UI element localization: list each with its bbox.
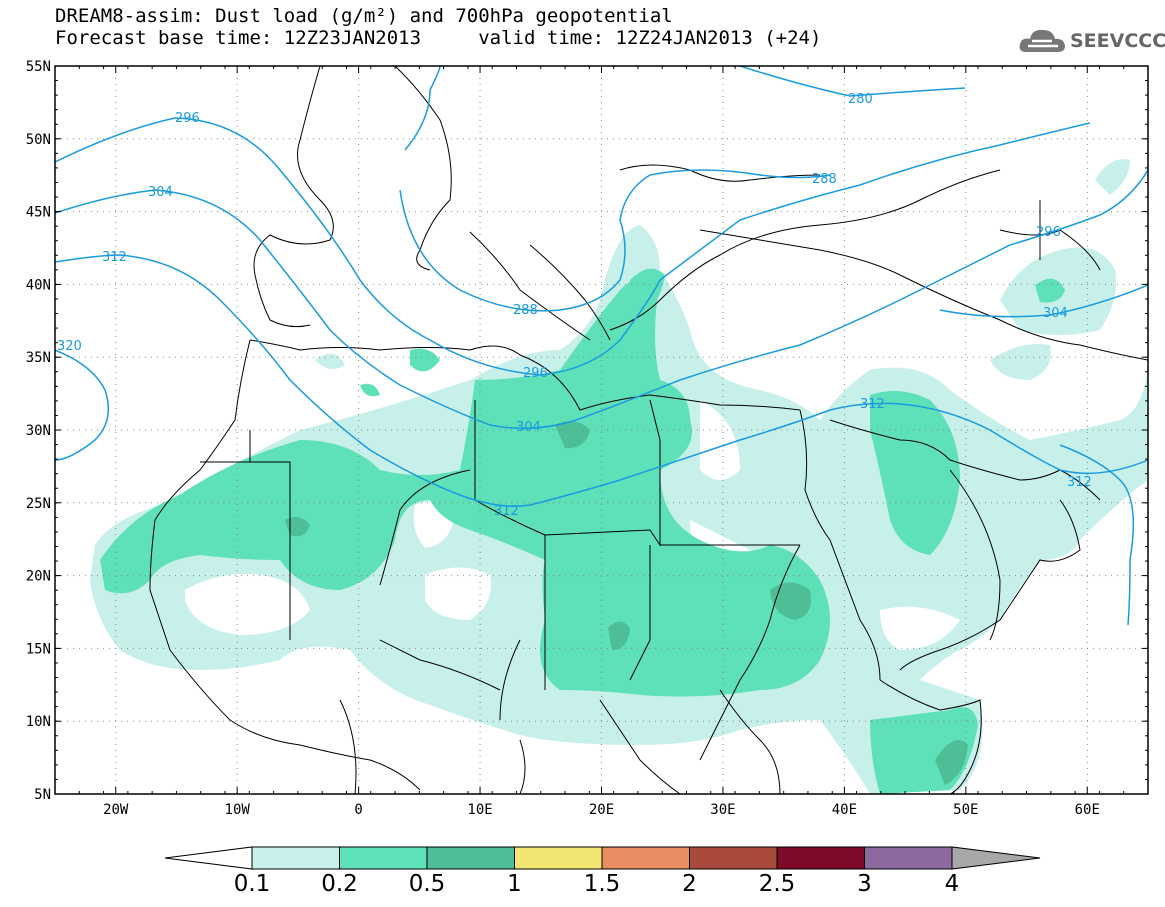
colorbar: 0.1 0.2 0.5 1 1.5 2 2.5 3 4	[164, 846, 1041, 897]
colorbar-swatch	[776, 846, 865, 870]
lat-label: 15N	[26, 641, 51, 657]
colorbar-label: 4	[945, 871, 960, 897]
lon-label: 40E	[832, 802, 857, 818]
colorbar-label: 2	[682, 871, 697, 897]
contour-labels: 280 288 288 296 296 296 304 304 304 312 …	[57, 92, 1092, 519]
cloud-icon	[1019, 29, 1065, 52]
lon-label: 0	[354, 802, 362, 818]
colorbar-label: 3	[857, 871, 872, 897]
contour-label: 312	[494, 504, 519, 519]
colorbar-label: 2.5	[759, 871, 796, 897]
lon-label: 10E	[467, 802, 492, 818]
lat-label: 30N	[26, 423, 51, 439]
lat-label: 45N	[26, 205, 51, 221]
lon-label: 10W	[225, 802, 251, 818]
dust-level-0.2	[100, 268, 1065, 794]
colorbar-swatch	[339, 846, 428, 870]
colorbar-label: 1	[507, 871, 522, 897]
lat-label: 10N	[26, 714, 51, 730]
contour-label: 280	[848, 92, 873, 107]
coastlines-borders	[149, 66, 1148, 794]
seevccc-logo: SEEVCCC	[1018, 22, 1165, 58]
graticule	[55, 66, 1148, 794]
contour-label: 304	[516, 420, 541, 435]
contour-label: 304	[1043, 306, 1068, 321]
lon-label: 20E	[589, 802, 614, 818]
lon-label: 20W	[103, 802, 129, 818]
lon-label: 60E	[1075, 802, 1100, 818]
colorbar-swatch	[689, 846, 778, 870]
colorbar-swatch	[251, 846, 340, 870]
longitude-axis: 20W 10W 0 10E 20E 30E 40E 50E 60E	[54, 66, 1149, 818]
contour-label: 312	[860, 397, 885, 412]
colorbar-label: 0.2	[321, 871, 358, 897]
lat-label: 55N	[26, 59, 51, 75]
lat-label: 5N	[34, 787, 51, 803]
colorbar-swatch	[514, 846, 603, 870]
lat-label: 50N	[26, 132, 51, 148]
contour-label: 288	[812, 172, 837, 187]
contour-label: 296	[523, 366, 548, 381]
logo-text: SEEVCCC	[1070, 30, 1165, 52]
contour-label: 312	[1067, 475, 1092, 490]
lon-label: 50E	[953, 802, 978, 818]
lon-label: 30E	[710, 802, 735, 818]
contour-label: 304	[148, 185, 173, 200]
geopotential-contours	[55, 66, 1148, 626]
colorbar-under-triangle	[164, 846, 253, 870]
contour-label: 312	[102, 250, 127, 265]
colorbar-swatch	[426, 846, 515, 870]
dust-level-0.5	[285, 421, 968, 785]
lat-label: 25N	[26, 496, 51, 512]
chart-title-line2: Forecast base time: 12Z23JAN2013 valid t…	[55, 27, 822, 49]
latitude-axis: 55N 50N 45N 40N 35N 30N 25N 20N 15N 10N 5N	[26, 59, 1148, 803]
contour-label: 296	[1036, 225, 1061, 240]
lat-label: 40N	[26, 277, 51, 293]
lat-label: 35N	[26, 350, 51, 366]
contour-label: 320	[57, 339, 82, 354]
lat-label: 20N	[26, 569, 51, 585]
chart-title-line1: DREAM8-assim: Dust load (g/m²) and 700hP…	[55, 5, 673, 27]
colorbar-label: 0.5	[409, 871, 446, 897]
dust-gaps	[185, 400, 960, 650]
contour-label: 296	[175, 111, 200, 126]
colorbar-swatch	[601, 846, 690, 870]
colorbar-swatch	[864, 846, 953, 870]
contour-label: 288	[513, 303, 538, 318]
colorbar-label: 0.1	[234, 871, 271, 897]
colorbar-label: 1.5	[584, 871, 621, 897]
colorbar-over-triangle	[951, 846, 1041, 870]
